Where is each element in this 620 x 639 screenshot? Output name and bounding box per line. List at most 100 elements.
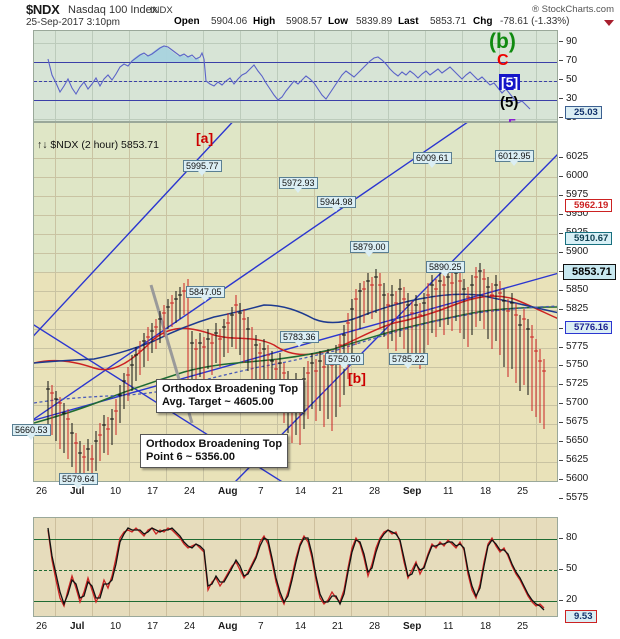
- price-tick-5625: 5625: [566, 454, 589, 466]
- price-tick-5850: 5850: [566, 283, 589, 295]
- price-tickmark: [559, 270, 563, 272]
- ma-mid: [34, 306, 557, 424]
- stoch-series: [47, 527, 545, 611]
- date-tick-21: 21: [332, 621, 344, 632]
- price-tickmark: [559, 403, 563, 405]
- callout-5879: 5879.00: [350, 241, 389, 257]
- callout-5995: 5995.77: [183, 160, 222, 176]
- price-tag-ma-fast: 5962.19: [565, 199, 613, 212]
- stochastic-plot: [34, 518, 557, 616]
- wave-label-paren5: (5): [500, 94, 519, 111]
- note-point6: Orthodox Broadening Top Point 6 ~ 5356.0…: [140, 434, 289, 468]
- price-tickmark: [559, 289, 563, 291]
- high-label: High: [253, 16, 276, 27]
- high-value: 5908.57: [286, 16, 323, 27]
- callout-5890: 5890.25: [426, 261, 465, 277]
- chg-value: -78.61 (-1.33%): [500, 16, 570, 27]
- rsi-level-30: [34, 100, 557, 101]
- date-tick-10: 10: [110, 621, 122, 632]
- price-tickmark: [559, 498, 563, 500]
- callout-6012: 6012.95: [495, 150, 534, 166]
- date-tick-17: 17: [147, 621, 159, 632]
- date-tick-24: 24: [184, 621, 196, 632]
- date-tick-7: 7: [258, 486, 264, 497]
- rsi-value-tag: 25.03: [565, 106, 602, 119]
- stoch-level-50: [34, 570, 557, 571]
- date-tick-28: 28: [369, 621, 381, 632]
- price-tick-5600: 5600: [566, 473, 589, 485]
- price-tag-ma-slow: 5776.16: [565, 321, 613, 334]
- note-avg-target-line2: Avg. Target ~ 4605.00: [162, 396, 274, 408]
- stoch-tick-50: 50: [566, 563, 578, 574]
- price-tickmark: [559, 194, 563, 196]
- price-tick-5775: 5775: [566, 340, 589, 352]
- price-tickmark: [559, 422, 563, 424]
- stoch-level-80: [34, 539, 557, 540]
- price-tag-ma-mid: 5910.67: [565, 232, 613, 245]
- note-point6-line2: Point 6 ~ 5356.00: [146, 451, 235, 463]
- price-plot: ↑↓ $NDX (2 hour) 5853.71: [34, 123, 557, 481]
- upper-shaded-zone: [34, 123, 557, 273]
- date-tick-Aug: Aug: [218, 621, 238, 632]
- date-tick-11: 11: [443, 486, 454, 497]
- ma-dotted: [34, 305, 557, 404]
- callout-5972: 5972.93: [279, 177, 318, 193]
- date-tick-Jul: Jul: [70, 621, 85, 632]
- callout-5660: 5660.53: [12, 424, 51, 440]
- price-tick-5675: 5675: [566, 416, 589, 428]
- date-tick-28: 28: [369, 486, 381, 497]
- callout-5944: 5944.98: [317, 196, 356, 212]
- price-tickmark: [559, 308, 563, 310]
- price-tick-5700: 5700: [566, 397, 589, 409]
- wave-label-b2: [b]: [348, 370, 366, 386]
- stoch-tick-20: 20: [566, 594, 578, 605]
- price-tick-5950: 5950: [566, 207, 589, 219]
- date-tick-Aug: Aug: [218, 486, 238, 497]
- price-tick-6025: 6025: [566, 151, 589, 162]
- price-tickmark: [559, 365, 563, 367]
- wave-label-b: (b): [489, 30, 516, 53]
- caret-down-icon[interactable]: [604, 20, 614, 26]
- exchange-label: INDX: [150, 5, 173, 16]
- date-tick-Sep: Sep: [403, 621, 422, 632]
- date-tick-Jul: Jul: [70, 486, 85, 497]
- price-tick-5650: 5650: [566, 435, 589, 447]
- date-tick-25: 25: [517, 621, 529, 632]
- rsi-tick-30: 30: [566, 93, 578, 104]
- note-avg-target-line1: Orthodox Broadening Top: [162, 383, 299, 395]
- ma-slow: [34, 293, 557, 364]
- price-tick-6000: 6000: [566, 169, 589, 181]
- price-tickmark: [559, 346, 563, 348]
- rsi-panel: [33, 30, 558, 122]
- price-tick-5750: 5750: [566, 359, 589, 371]
- rsi-tick-70: 70: [566, 55, 578, 66]
- price-tag-last: 5853.71: [563, 264, 616, 280]
- callout-5750: 5750.50: [325, 353, 364, 369]
- low-value: 5839.89: [356, 16, 393, 27]
- callout-5579: 5579.64: [59, 473, 98, 489]
- price-tickmark: [559, 232, 563, 234]
- rsi-plot: [34, 31, 557, 121]
- wave-label-a: [a]: [196, 130, 214, 146]
- callout-5847: 5847.05: [186, 286, 225, 302]
- ma-fast: [34, 295, 557, 371]
- open-label: Open: [174, 16, 200, 27]
- rsi-level-70: [34, 62, 557, 63]
- date-tick-26: 26: [36, 621, 48, 632]
- price-tickmark: [559, 441, 563, 443]
- date-tick-14: 14: [295, 486, 307, 497]
- price-tickmark: [559, 175, 563, 177]
- open-value: 5904.06: [211, 16, 248, 27]
- price-tick-5825: 5825: [566, 302, 589, 314]
- stoch-value-tag: 9.53: [565, 610, 597, 623]
- callout-5785: 5785.22: [389, 353, 428, 369]
- stoch-level-20: [34, 601, 557, 602]
- price-tickmark: [559, 251, 563, 253]
- date-tick-26: 26: [36, 486, 48, 497]
- last-label: Last: [398, 16, 419, 27]
- date-tick-25: 25: [517, 486, 529, 497]
- last-value: 5853.71: [430, 16, 467, 27]
- callout-5783: 5783.36: [280, 331, 319, 347]
- index-name: Nasdaq 100 Index: [68, 4, 158, 16]
- date-tick-18: 18: [480, 621, 492, 632]
